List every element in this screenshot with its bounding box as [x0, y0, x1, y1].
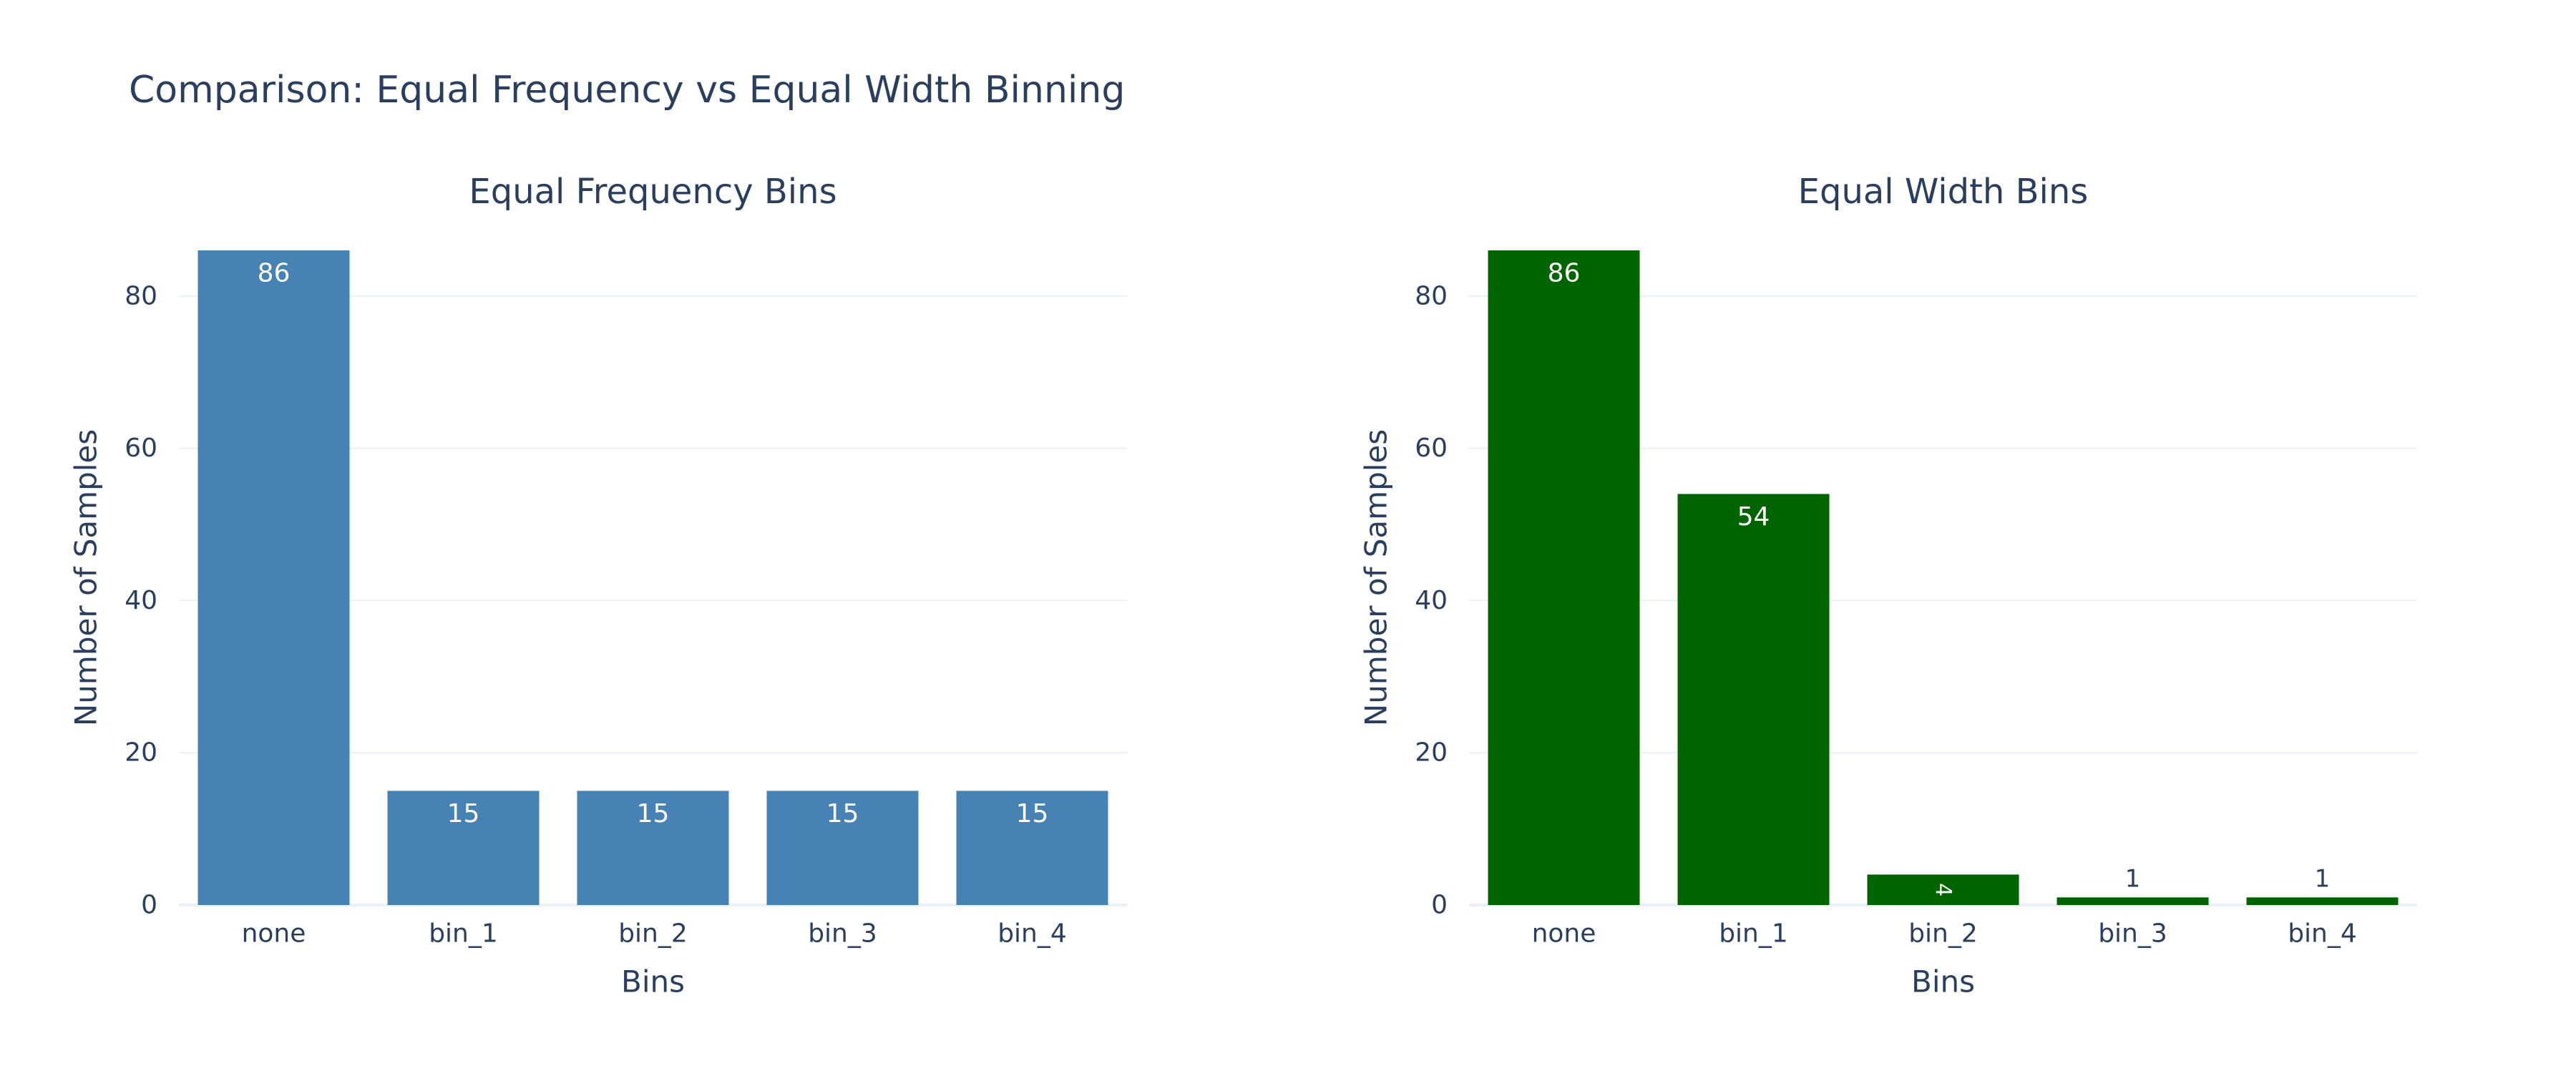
- chart2-bar: [1488, 250, 1640, 905]
- chart1-y-tick-label: 0: [141, 891, 157, 920]
- chart1-x-tick-label: none: [242, 919, 306, 949]
- chart1-bar: [766, 791, 919, 905]
- chart1-bar: [956, 791, 1108, 905]
- chart2-y-tick-label: 60: [1415, 434, 1448, 463]
- chart1-bar: [577, 791, 729, 905]
- chart2-title: Equal Width Bins: [1798, 172, 2089, 212]
- chart2-y-tick-label: 40: [1415, 586, 1448, 615]
- chart1-data-label: 15: [826, 799, 859, 828]
- figure-title: Comparison: Equal Frequency vs Equal Wid…: [129, 69, 1126, 112]
- chart2-y-tick-label: 80: [1415, 281, 1448, 310]
- chart2-bar: [1867, 874, 2019, 905]
- chart2-data-label: 1: [2315, 864, 2331, 893]
- chart2-y-axis-title: Number of Samples: [1359, 429, 1394, 726]
- chart1-bar: [387, 791, 540, 905]
- chart2-bar: [2246, 897, 2399, 905]
- chart2-x-tick-label: bin_3: [2098, 919, 2167, 949]
- chart2-x-tick-label: bin_4: [2288, 919, 2357, 949]
- chart1-y-axis-title: Number of Samples: [69, 429, 104, 726]
- chart1-x-tick-label: bin_2: [618, 919, 688, 949]
- chart2-data-label: 86: [1548, 259, 1581, 288]
- chart1-y-tick-label: 20: [125, 738, 157, 768]
- chart1-data-label: 86: [258, 259, 291, 288]
- chart2-data-label: 4: [1931, 883, 1956, 896]
- chart1-data-label: 15: [1016, 799, 1049, 828]
- chart2-x-tick-label: bin_1: [1719, 919, 1788, 949]
- chart1-x-tick-label: bin_4: [997, 919, 1067, 949]
- chart1-data-label: 15: [637, 799, 670, 828]
- chart2-bar: [2057, 897, 2209, 905]
- chart1-x-tick-label: bin_1: [429, 919, 498, 949]
- chart2-y-tick-label: 20: [1415, 738, 1448, 768]
- chart2-y-tick-label: 0: [1431, 891, 1448, 920]
- chart1-y-tick-label: 40: [125, 586, 157, 615]
- chart1-y-tick-label: 60: [125, 434, 157, 463]
- chart2-data-label: 54: [1737, 502, 1770, 532]
- chart2-bar: [1677, 494, 1830, 905]
- chart1-x-tick-label: bin_3: [808, 919, 877, 949]
- chart2-x-tick-label: none: [1532, 919, 1596, 949]
- chart1-y-tick-label: 80: [125, 281, 157, 310]
- chart2-x-axis-title: Bins: [1911, 964, 1975, 999]
- chart1-bar: [197, 250, 350, 905]
- chart1-title: Equal Frequency Bins: [469, 172, 836, 212]
- chart1-x-axis-title: Bins: [621, 964, 685, 999]
- chart2-data-label: 1: [2125, 864, 2141, 893]
- chart1-data-label: 15: [447, 799, 480, 828]
- chart2-x-tick-label: bin_2: [1908, 919, 1978, 949]
